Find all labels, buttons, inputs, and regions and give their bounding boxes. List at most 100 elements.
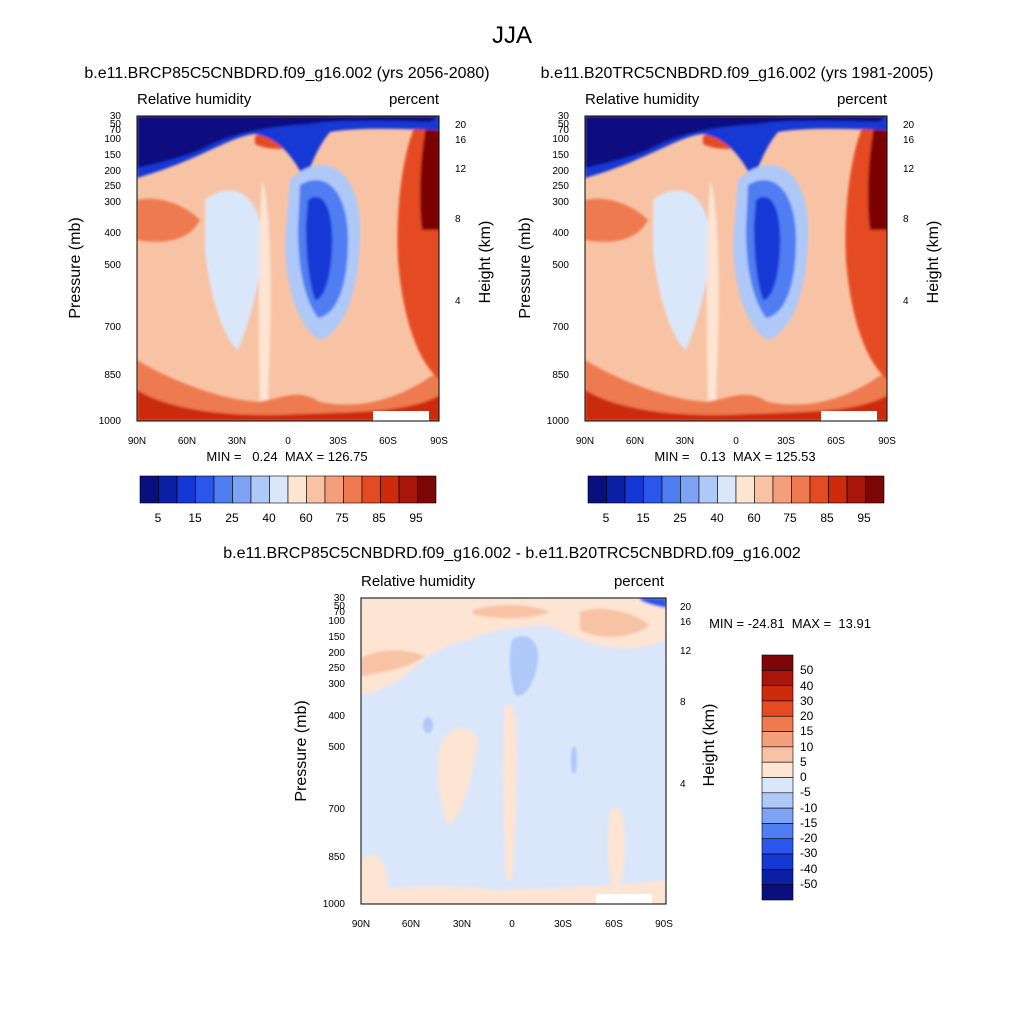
colorbar-cell <box>761 670 794 686</box>
x-tick-label: 90N <box>128 436 146 447</box>
colorbar-cell <box>761 869 794 885</box>
colorbar-label: 95 <box>409 511 423 525</box>
x-axis: 90N 60N 30N 0 30S 60S 90S <box>352 919 673 930</box>
y-tick-label: 250 <box>104 181 121 192</box>
colorbar-cell <box>761 807 794 824</box>
x-tick-label: 90N <box>576 436 594 447</box>
x-tick-label: 30N <box>676 436 694 447</box>
x-tick-label: 30S <box>777 436 795 447</box>
y-axis-right: 20 16 12 8 4 <box>680 602 692 790</box>
panel-title: b.e11.BRCP85C5CNBDRD.f09_g16.002 - b.e11… <box>223 545 801 562</box>
colorbar-cell <box>158 475 178 504</box>
contour-sh-midlevel-positive <box>607 807 626 892</box>
colorbar-cell <box>761 685 794 702</box>
colorbar-label: 60 <box>747 511 761 525</box>
y-tick-label: 400 <box>328 711 345 722</box>
x-tick-label: 60N <box>178 436 196 447</box>
y-tick-label: 300 <box>552 197 569 208</box>
colorbar-label: 40 <box>710 511 724 525</box>
y2-axis-title: Height (km) <box>925 221 942 304</box>
figure-title: JJA <box>492 22 532 49</box>
contour-sh-dark-column <box>420 116 439 230</box>
y2-axis-title: Height (km) <box>701 704 718 787</box>
colorbar-cell <box>754 475 774 504</box>
y2-tick-label: 8 <box>680 697 686 708</box>
colorbar: 5 15 25 40 60 75 85 95 <box>587 475 885 525</box>
contour-nh-upper-positive-strong <box>361 650 425 676</box>
colorbar-label: 25 <box>673 511 687 525</box>
y-axis-left: 30 50 70 100 150 200 250 300 400 500 700… <box>99 111 122 427</box>
y-tick-label: 150 <box>104 150 121 161</box>
contour-negative-blob <box>571 746 577 774</box>
y2-tick-label: 8 <box>903 214 909 225</box>
x-tick-label: 60N <box>402 919 420 930</box>
colorbar-cell <box>587 475 607 504</box>
y-tick-label: 30 <box>110 111 122 122</box>
left-label: Relative humidity <box>137 91 252 108</box>
colorbar-label: -10 <box>800 801 818 815</box>
colorbar-cell <box>698 475 718 504</box>
missing-data-corner <box>596 894 652 904</box>
y-tick-label: 500 <box>552 260 569 271</box>
y2-tick-label: 4 <box>903 296 909 307</box>
x-tick-label: 30S <box>554 919 572 930</box>
contour-stratosphere-dark <box>137 116 439 168</box>
colorbar-label: -50 <box>800 877 818 891</box>
y-tick-label: 250 <box>328 663 345 674</box>
colorbar-cell <box>761 884 794 901</box>
x-axis: 90N 60N 30N 0 30S 60S 90S <box>128 436 448 447</box>
colorbar-label: -5 <box>800 785 811 799</box>
colorbar-label: 95 <box>857 511 871 525</box>
colorbar-cell <box>761 731 794 748</box>
colorbar-label: 5 <box>155 511 162 525</box>
contour-lowlevel-band-dark <box>137 390 439 421</box>
colorbar-label: 40 <box>262 511 276 525</box>
y-tick-label: 50 <box>110 119 122 130</box>
y-tick-label: 700 <box>328 804 345 815</box>
panel-historical: b.e11.B20TRC5CNBDRD.f09_g16.002 (yrs 198… <box>517 65 942 525</box>
colorbar-label: 10 <box>800 740 814 754</box>
contour-lowlevel-band-dark <box>585 390 887 421</box>
colorbar-cell <box>643 475 663 504</box>
y-tick-label: 30 <box>334 593 346 604</box>
colorbar-label: -20 <box>800 831 818 845</box>
y-axis-title: Pressure (mb) <box>67 217 84 318</box>
x-tick-label: 60N <box>626 436 644 447</box>
y-tick-label: 200 <box>328 648 345 659</box>
colorbar-cell <box>761 777 794 794</box>
plot-frame <box>136 115 440 422</box>
colorbar-cell <box>761 746 794 763</box>
colorbar: 5 15 25 40 60 75 85 95 <box>139 475 437 525</box>
colorbar-label: 5 <box>603 511 610 525</box>
colorbar-cell <box>761 654 794 671</box>
colorbar-cell <box>624 475 644 504</box>
colorbar-cell <box>791 475 811 504</box>
x-tick-label: 0 <box>285 436 291 447</box>
plot-frame <box>584 115 888 422</box>
colorbar-cell <box>417 475 437 504</box>
contour-tropical-negative <box>509 636 539 696</box>
y-tick-label: 1000 <box>323 899 346 910</box>
colorbar-label: -40 <box>800 862 818 876</box>
missing-data-corner <box>821 411 877 421</box>
colorbar-label: 75 <box>783 511 797 525</box>
x-tick-label: 30N <box>228 436 246 447</box>
colorbar-cell <box>761 715 794 732</box>
y-tick-label: 50 <box>334 601 346 612</box>
left-label: Relative humidity <box>585 91 700 108</box>
colorbar-label: 15 <box>636 511 650 525</box>
y2-tick-label: 20 <box>903 120 915 131</box>
y-tick-label: 1000 <box>99 416 122 427</box>
contour-itcz-column <box>258 180 271 400</box>
y-tick-label: 70 <box>558 125 570 136</box>
y2-tick-label: 16 <box>903 135 915 146</box>
contour-field <box>137 116 439 421</box>
missing-data-corner <box>373 411 429 421</box>
colorbar-cell <box>761 823 794 840</box>
x-tick-label: 90S <box>430 436 448 447</box>
colorbar-cell <box>865 475 885 504</box>
colorbar-label: 85 <box>820 511 834 525</box>
y2-tick-label: 16 <box>455 135 467 146</box>
y-tick-label: 150 <box>552 150 569 161</box>
contour-negative-blob <box>423 717 433 733</box>
